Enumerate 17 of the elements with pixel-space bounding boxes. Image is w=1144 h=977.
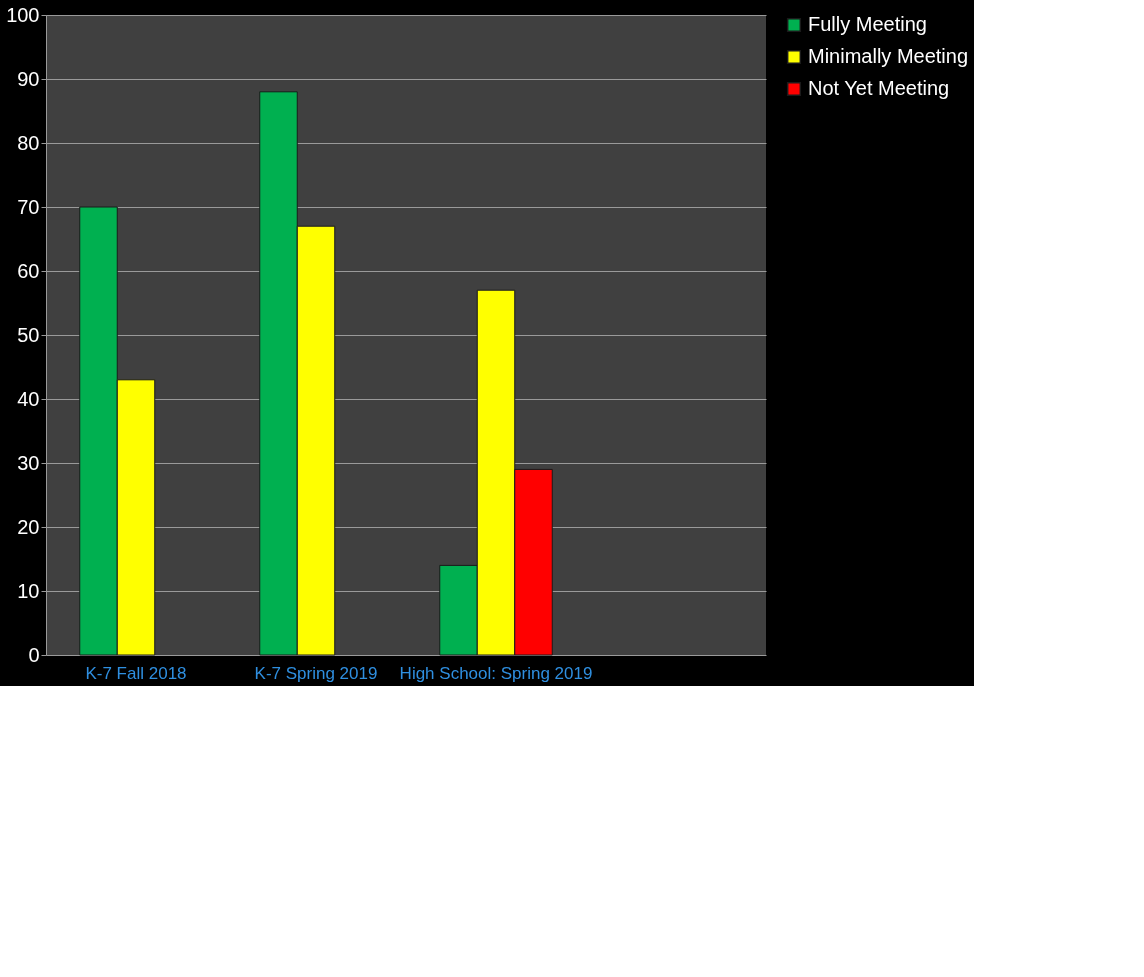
x-tick-label: K-7 Spring 2019 xyxy=(254,663,378,683)
x-tick-label: K-7 Fall 2018 xyxy=(85,663,187,683)
legend-label: Not Yet Meeting xyxy=(808,77,950,99)
y-tick-label: 80 xyxy=(17,131,40,154)
y-tick-label: 100 xyxy=(6,3,40,26)
x-tick-label: High School: Spring 2019 xyxy=(399,663,593,683)
y-tick-label: 0 xyxy=(28,643,40,666)
y-tick-label: 90 xyxy=(17,67,40,90)
legend-label: Minimally Meeting xyxy=(808,45,969,67)
y-tick-label: 60 xyxy=(17,259,40,282)
y-tick-label: 20 xyxy=(17,515,40,538)
y-tick-label: 50 xyxy=(17,323,40,346)
legend-label: Fully Meeting xyxy=(808,13,927,35)
y-tick-label: 70 xyxy=(17,195,40,218)
y-tick-label: 40 xyxy=(17,387,40,410)
y-tick-label: 30 xyxy=(17,451,40,474)
y-tick-label: 10 xyxy=(17,579,40,602)
